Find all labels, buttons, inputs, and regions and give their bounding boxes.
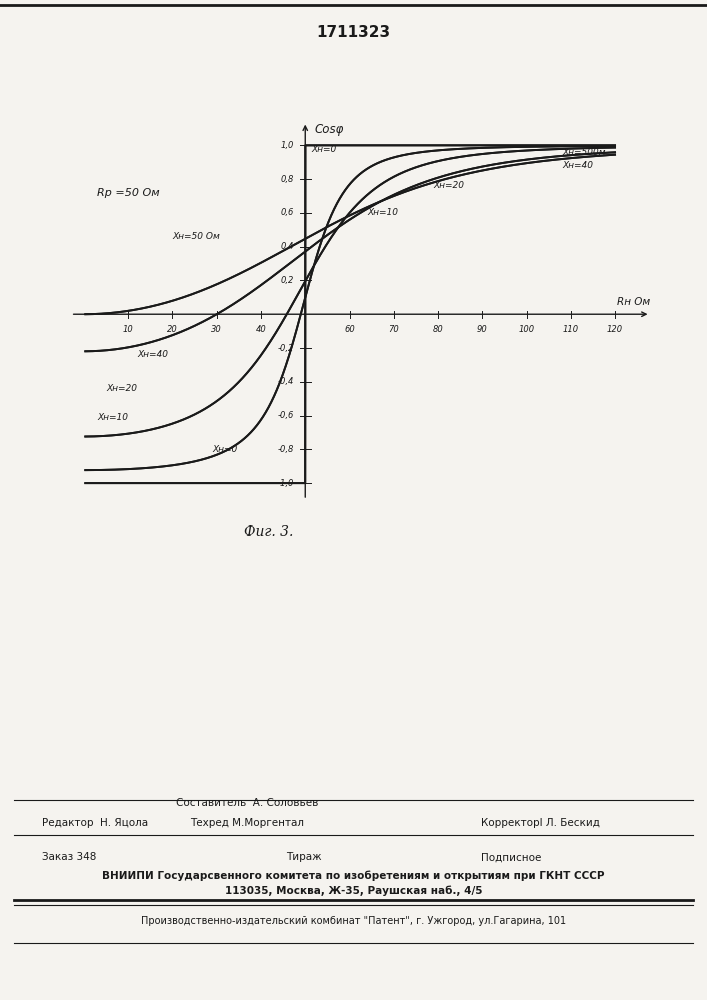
Text: Производственно-издательский комбинат "Патент", г. Ужгород, ул.Гагарина, 101: Производственно-издательский комбинат "П…	[141, 916, 566, 926]
Text: Фиг. 3.: Фиг. 3.	[244, 525, 293, 539]
Text: Xн=500м: Xн=500м	[562, 148, 605, 157]
Text: Редактор  Н. Яцола: Редактор Н. Яцола	[42, 818, 148, 828]
Text: 100: 100	[518, 325, 534, 334]
Text: -0,6: -0,6	[278, 411, 294, 420]
Text: Rн Ом: Rн Ом	[617, 297, 650, 307]
Text: 0,4: 0,4	[281, 242, 294, 251]
Text: -0,4: -0,4	[278, 377, 294, 386]
Text: Xн=40: Xн=40	[562, 161, 593, 170]
Text: 60: 60	[344, 325, 355, 334]
Text: 30: 30	[211, 325, 222, 334]
Text: 10: 10	[123, 325, 134, 334]
Text: Составитель  А. Соловьев: Составитель А. Соловьев	[176, 798, 319, 808]
Text: 90: 90	[477, 325, 488, 334]
Text: Rр =50 Oм: Rр =50 Oм	[98, 188, 160, 198]
Text: 0,2: 0,2	[281, 276, 294, 285]
Text: Техред М.Моргентал: Техред М.Моргентал	[190, 818, 305, 828]
Text: 0,8: 0,8	[281, 175, 294, 184]
Text: Xн=0: Xн=0	[312, 145, 337, 154]
Text: 0,6: 0,6	[281, 208, 294, 217]
Text: 80: 80	[433, 325, 443, 334]
Text: 1,0: 1,0	[281, 141, 294, 150]
Text: Заказ 348: Заказ 348	[42, 852, 97, 862]
Text: 120: 120	[607, 325, 623, 334]
Text: Xн=0: Xн=0	[212, 445, 238, 454]
Text: КорректорІ Л. Бескид: КорректорІ Л. Бескид	[481, 818, 600, 828]
Text: 113035, Москва, Ж-35, Раушская наб., 4/5: 113035, Москва, Ж-35, Раушская наб., 4/5	[225, 885, 482, 896]
Text: Тираж: Тираж	[286, 852, 322, 862]
Text: -0,8: -0,8	[278, 445, 294, 454]
Text: 110: 110	[563, 325, 579, 334]
Text: Cosφ: Cosφ	[314, 123, 344, 136]
Text: -0,2: -0,2	[278, 344, 294, 353]
Text: Xн=10: Xн=10	[367, 208, 398, 217]
Text: Подписное: Подписное	[481, 852, 541, 862]
Text: 20: 20	[167, 325, 178, 334]
Text: Xн=50 Oм: Xн=50 Oм	[173, 232, 221, 241]
Text: -1,0: -1,0	[278, 479, 294, 488]
Text: 1711323: 1711323	[317, 25, 390, 40]
Text: ВНИИПИ Государсвенного комитета по изобретениям и открытиям при ГКНТ СССР: ВНИИПИ Государсвенного комитета по изобр…	[103, 870, 604, 881]
Text: 40: 40	[256, 325, 267, 334]
Text: Xн=10: Xн=10	[98, 413, 128, 422]
Text: Xн=20: Xн=20	[106, 384, 137, 393]
Text: Xн=40: Xн=40	[137, 350, 168, 359]
Text: Xн=20: Xн=20	[433, 181, 464, 190]
Text: 70: 70	[388, 325, 399, 334]
